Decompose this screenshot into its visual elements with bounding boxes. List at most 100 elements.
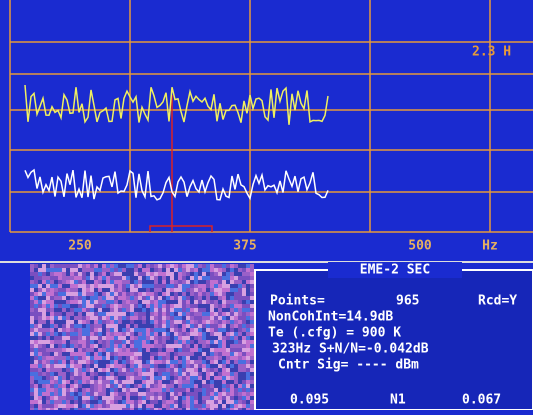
waterfall-cell bbox=[134, 272, 138, 276]
waterfall-cell bbox=[38, 268, 42, 272]
waterfall-cell bbox=[90, 384, 94, 388]
waterfall-cell bbox=[74, 372, 78, 376]
waterfall-cell bbox=[186, 272, 190, 276]
waterfall-cell bbox=[38, 288, 42, 292]
waterfall-cell bbox=[102, 300, 106, 304]
waterfall-cell bbox=[98, 280, 102, 284]
waterfall-cell bbox=[218, 304, 222, 308]
waterfall-cell bbox=[102, 312, 106, 316]
waterfall-cell bbox=[78, 344, 82, 348]
waterfall-cell bbox=[222, 308, 226, 312]
waterfall-cell bbox=[58, 356, 62, 360]
waterfall-cell bbox=[170, 388, 174, 392]
waterfall-cell bbox=[154, 300, 158, 304]
waterfall-cell bbox=[118, 276, 122, 280]
waterfall-cell bbox=[158, 364, 162, 368]
waterfall-cell bbox=[186, 364, 190, 368]
waterfall-cell bbox=[246, 292, 250, 296]
waterfall-cell bbox=[194, 308, 198, 312]
waterfall-cell bbox=[150, 340, 154, 344]
waterfall-cell bbox=[126, 328, 130, 332]
waterfall-cell bbox=[190, 324, 194, 328]
waterfall-cell bbox=[166, 296, 170, 300]
waterfall-cell bbox=[70, 388, 74, 392]
waterfall-cell bbox=[34, 296, 38, 300]
waterfall-cell bbox=[162, 404, 166, 408]
waterfall-cell bbox=[238, 308, 242, 312]
waterfall-cell bbox=[70, 272, 74, 276]
waterfall-cell bbox=[178, 392, 182, 396]
info-text: Te (.cfg) = 900 K bbox=[268, 326, 401, 341]
waterfall-cell bbox=[218, 280, 222, 284]
waterfall-cell bbox=[58, 312, 62, 316]
waterfall-cell bbox=[122, 324, 126, 328]
waterfall-cell bbox=[178, 300, 182, 304]
waterfall-cell bbox=[54, 264, 58, 268]
waterfall-cell bbox=[138, 292, 142, 296]
waterfall-cell bbox=[246, 400, 250, 404]
waterfall-cell bbox=[250, 292, 254, 296]
waterfall-cell bbox=[110, 392, 114, 396]
waterfall-cell bbox=[70, 380, 74, 384]
waterfall-cell bbox=[190, 344, 194, 348]
waterfall-cell bbox=[82, 348, 86, 352]
waterfall-cell bbox=[70, 328, 74, 332]
waterfall-cell bbox=[222, 328, 226, 332]
waterfall-cell bbox=[154, 400, 158, 404]
waterfall-cell bbox=[54, 276, 58, 280]
waterfall-cell bbox=[194, 344, 198, 348]
waterfall-cell bbox=[66, 316, 70, 320]
waterfall-cell bbox=[126, 332, 130, 336]
waterfall-cell bbox=[234, 384, 238, 388]
waterfall-cell bbox=[230, 344, 234, 348]
waterfall-cell bbox=[162, 308, 166, 312]
waterfall-cell bbox=[222, 304, 226, 308]
waterfall-cell bbox=[38, 284, 42, 288]
waterfall-cell bbox=[194, 324, 198, 328]
waterfall-cell bbox=[250, 384, 254, 388]
waterfall-cell bbox=[98, 400, 102, 404]
waterfall-cell bbox=[98, 388, 102, 392]
waterfall-cell bbox=[170, 300, 174, 304]
waterfall-cell bbox=[102, 328, 106, 332]
waterfall-cell bbox=[150, 364, 154, 368]
waterfall-cell bbox=[146, 340, 150, 344]
corner-readout: 2.3 H bbox=[472, 45, 511, 60]
waterfall-cell bbox=[30, 304, 34, 308]
waterfall-cell bbox=[34, 388, 38, 392]
waterfall-cell bbox=[218, 396, 222, 400]
waterfall-cell bbox=[94, 400, 98, 404]
waterfall-cell bbox=[114, 380, 118, 384]
waterfall-cell bbox=[74, 308, 78, 312]
waterfall-cell bbox=[234, 404, 238, 408]
waterfall-cell bbox=[122, 336, 126, 340]
waterfall-cell bbox=[134, 292, 138, 296]
waterfall-cell bbox=[178, 288, 182, 292]
waterfall-cell bbox=[198, 368, 202, 372]
waterfall-cell bbox=[246, 332, 250, 336]
waterfall-cell bbox=[54, 316, 58, 320]
waterfall-cell bbox=[150, 316, 154, 320]
waterfall-cell bbox=[194, 276, 198, 280]
waterfall-cell bbox=[110, 316, 114, 320]
waterfall-cell bbox=[230, 348, 234, 352]
waterfall-cell bbox=[206, 380, 210, 384]
waterfall-cell bbox=[158, 340, 162, 344]
waterfall-cell bbox=[34, 380, 38, 384]
waterfall-cell bbox=[142, 352, 146, 356]
waterfall-cell bbox=[30, 388, 34, 392]
waterfall-cell bbox=[110, 396, 114, 400]
waterfall-cell bbox=[166, 376, 170, 380]
waterfall-cell bbox=[134, 308, 138, 312]
info-text: NonCohInt=14.9dB bbox=[268, 310, 393, 325]
waterfall-cell bbox=[30, 340, 34, 344]
waterfall-cell bbox=[42, 332, 46, 336]
waterfall-cell bbox=[46, 380, 50, 384]
waterfall-cell bbox=[202, 328, 206, 332]
waterfall-cell bbox=[98, 292, 102, 296]
waterfall-cell bbox=[114, 336, 118, 340]
waterfall-cell bbox=[210, 280, 214, 284]
waterfall-cell bbox=[226, 356, 230, 360]
waterfall-cell bbox=[58, 388, 62, 392]
waterfall-cell bbox=[194, 352, 198, 356]
